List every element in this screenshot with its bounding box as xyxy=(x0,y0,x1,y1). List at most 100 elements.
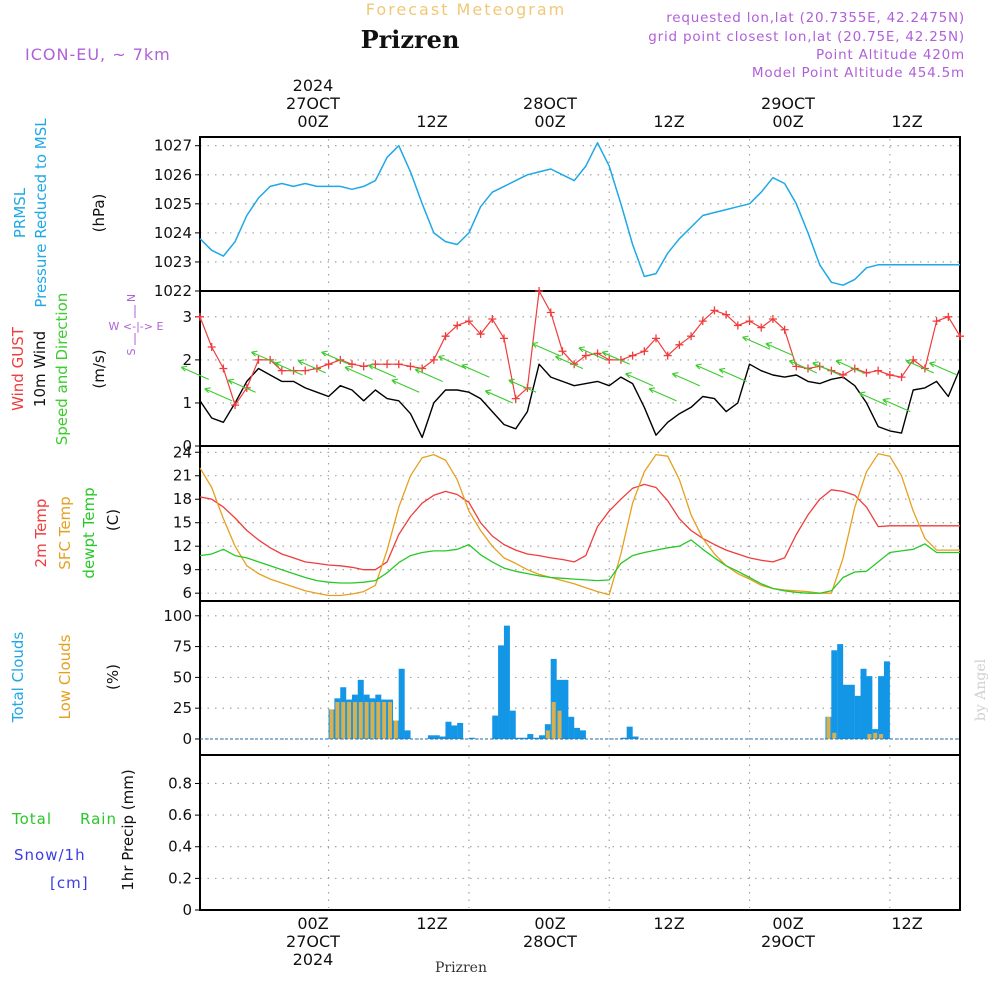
cloud-total-bar-58 xyxy=(539,735,545,739)
gust-marker xyxy=(932,317,941,326)
gust-marker xyxy=(874,366,883,375)
cloud-total-bar-64 xyxy=(574,727,581,739)
wind-gust-line xyxy=(199,290,961,406)
cloud-total-bar-52 xyxy=(503,625,510,739)
pressure-unit: (hPa) xyxy=(90,194,108,233)
temp-sfc-line xyxy=(199,453,960,597)
gust-marker xyxy=(745,317,754,326)
gust-marker xyxy=(862,368,871,377)
temperature-tick-label-0: 6 xyxy=(182,584,192,602)
precip-snow-label: Snow/1h xyxy=(14,846,86,864)
precip-panel: 0 0.2 0.4 0.6 0.8 xyxy=(168,754,961,919)
wind-arrow xyxy=(788,359,818,374)
gust-marker xyxy=(605,355,614,364)
clouds-unit: (%) xyxy=(104,664,122,690)
gust-marker xyxy=(207,342,216,351)
gust-marker xyxy=(500,334,508,343)
precip-total-label: Total xyxy=(11,810,52,828)
precip-frame xyxy=(199,754,961,911)
model-altitude: Model Point Altitude 454.5m xyxy=(752,65,965,81)
cloud-low-bar-25 xyxy=(347,702,352,739)
gust-marker xyxy=(839,370,848,379)
gust-marker xyxy=(383,360,392,369)
wind-gust-label: Wind GUST xyxy=(9,326,27,411)
cloud-total-bar-35 xyxy=(404,730,411,739)
compass-west-east: W <-|-> E xyxy=(109,320,164,333)
pressure-labels: PRMSL Pressure Reduced to MSL (hPa) xyxy=(11,118,108,308)
wind-arrow xyxy=(344,365,373,380)
gust-marker xyxy=(698,317,707,326)
bottom-hour-5: 12Z xyxy=(891,914,922,933)
clouds-tick-label-3: 75 xyxy=(173,638,192,656)
wind-arrow xyxy=(555,354,584,370)
cloud-total-bar-55 xyxy=(521,737,528,739)
cloud-tail-total-bar-34 xyxy=(854,695,861,739)
bottom-hour-3: 12Z xyxy=(653,914,684,933)
cloud-low-bar-29 xyxy=(370,702,375,739)
wind-arrow xyxy=(391,378,420,393)
gust-marker xyxy=(652,334,660,343)
bottom-hour-2: 00Z xyxy=(534,914,565,933)
cloud-tail-low-bar-38 xyxy=(879,734,884,739)
cloud-total-bar-63 xyxy=(568,716,575,739)
cloud-total-bar-62 xyxy=(562,679,569,739)
precip-unit: 1hr Precip (mm) xyxy=(119,769,137,890)
bottom-hour-4: 00Z xyxy=(772,914,803,933)
top-hour-4: 00Z xyxy=(772,112,803,131)
gust-marker xyxy=(897,373,906,382)
pressure-tick-label-5: 1027 xyxy=(154,137,192,155)
wind-tick-label-1: 1 xyxy=(182,394,192,412)
temperature-tick-label-4: 18 xyxy=(173,490,192,508)
cloud-total-bar-39 xyxy=(427,735,434,739)
gust-marker xyxy=(488,314,497,323)
wind-arrow xyxy=(859,391,888,406)
cloud-tail-total-bar-36 xyxy=(866,676,873,739)
cloud-total-bar-46 xyxy=(468,737,475,739)
gust-marker xyxy=(546,308,555,317)
clouds-tick-label-4: 100 xyxy=(163,607,192,625)
footer-station: Prizren xyxy=(435,960,487,976)
wind-arrow xyxy=(414,367,443,383)
wind-arrow xyxy=(438,354,467,370)
gust-marker xyxy=(196,312,204,321)
top-hour-2: 00Z xyxy=(534,112,565,131)
top-hour-1: 12Z xyxy=(416,112,447,131)
temperature-tick-label-5: 21 xyxy=(173,467,192,485)
cloud-total-bar-34 xyxy=(398,668,405,739)
gust-marker xyxy=(944,312,953,321)
cloud-total-bar-42 xyxy=(445,721,452,739)
wind-arrow xyxy=(695,363,724,378)
wind-arrow xyxy=(905,359,934,374)
temp-2m-line xyxy=(199,483,960,571)
top-hour-0: 00Z xyxy=(297,112,328,131)
cloud-low-bar-31 xyxy=(382,702,387,739)
clouds-tick-label-1: 25 xyxy=(173,699,192,717)
cloud-total-bar-74 xyxy=(632,736,639,739)
cloud-low-bar-60 xyxy=(551,702,556,739)
gust-marker xyxy=(722,310,731,319)
pressure-tick-label-1: 1023 xyxy=(154,253,192,271)
gust-marker xyxy=(558,347,567,356)
wind-arrow xyxy=(671,372,701,387)
pressure-tick-label-0: 1022 xyxy=(154,282,192,300)
wind-arrow xyxy=(484,389,514,404)
temperature-tick-label-1: 9 xyxy=(182,561,192,579)
wind-arrow xyxy=(578,346,607,361)
gust-marker xyxy=(476,330,485,339)
gust-marker xyxy=(453,321,462,330)
cloud-tail-total-bar-39 xyxy=(883,661,890,739)
wind-labels: Wind GUST 10m Wind Speed and Direction (… xyxy=(9,293,163,446)
total-clouds-label: Total Clouds xyxy=(9,632,27,724)
temperature-labels: 2m Temp SFC Temp dewpt Temp (C) xyxy=(32,487,122,578)
gust-marker xyxy=(768,314,777,323)
clouds-tick-label-2: 50 xyxy=(173,668,192,686)
wind-arrow xyxy=(461,363,490,378)
clouds-tick-label-0: 0 xyxy=(182,730,192,748)
wind-arrow xyxy=(648,387,677,402)
temperature-tick-label-3: 15 xyxy=(173,514,192,532)
cloud-total-bar-41 xyxy=(439,736,446,739)
cloud-tail-total-bar-35 xyxy=(860,668,867,739)
wind-arrow xyxy=(882,398,911,413)
cloud-total-bar-43 xyxy=(451,725,458,739)
